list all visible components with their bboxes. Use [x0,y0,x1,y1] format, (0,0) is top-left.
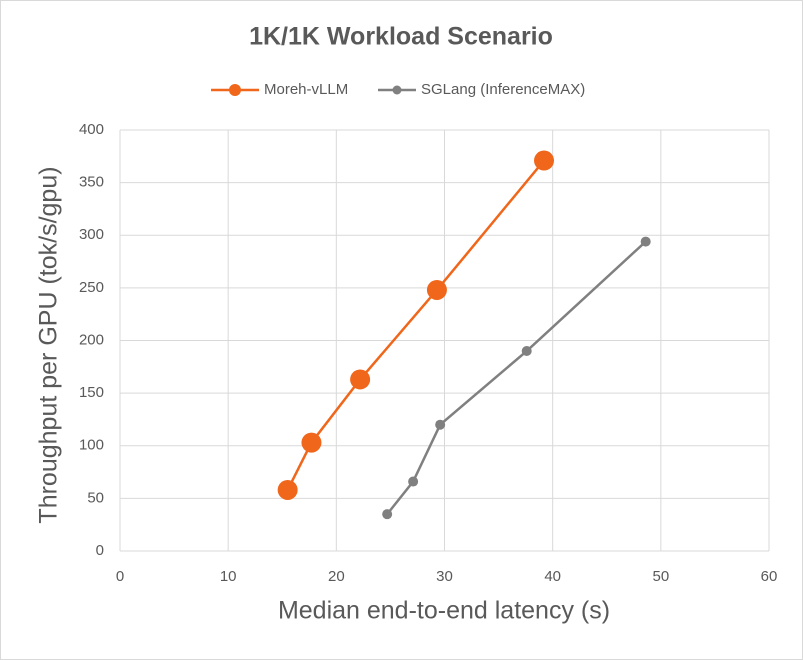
x-tick-label: 20 [328,568,345,585]
data-point [426,279,447,300]
data-point [435,419,446,430]
y-tick-label: 0 [96,542,104,559]
x-tick-label: 30 [436,568,453,585]
y-tick-label: 300 [79,226,104,243]
data-point [277,479,298,500]
y-tick-label: 350 [79,174,104,191]
y-tick-label: 150 [79,384,104,401]
y-tick-label: 50 [87,489,104,506]
x-tick-label: 40 [544,568,561,585]
x-axis-title: Median end-to-end latency (s) [278,597,610,625]
data-point [408,476,419,487]
y-axis-title: Throughput per GPU (tok/s/gpu) [35,166,63,523]
data-point [301,432,322,453]
x-tick-label: 0 [116,568,124,585]
data-point [640,236,651,247]
legend-marker [392,85,402,95]
legend-label: SGLang (InferenceMAX) [421,81,585,98]
data-point [350,369,371,390]
legend-marker [229,84,241,96]
data-point [521,346,532,357]
y-tick-label: 100 [79,437,104,454]
y-tick-label: 200 [79,331,104,348]
data-point [382,509,393,520]
x-tick-label: 10 [220,568,237,585]
x-tick-label: 60 [761,568,778,585]
y-tick-label: 250 [79,279,104,296]
chart-title: 1K/1K Workload Scenario [249,23,553,51]
y-tick-label: 400 [79,121,104,138]
legend-label: Moreh-vLLM [264,81,348,98]
data-point [534,150,555,171]
x-tick-label: 50 [652,568,669,585]
